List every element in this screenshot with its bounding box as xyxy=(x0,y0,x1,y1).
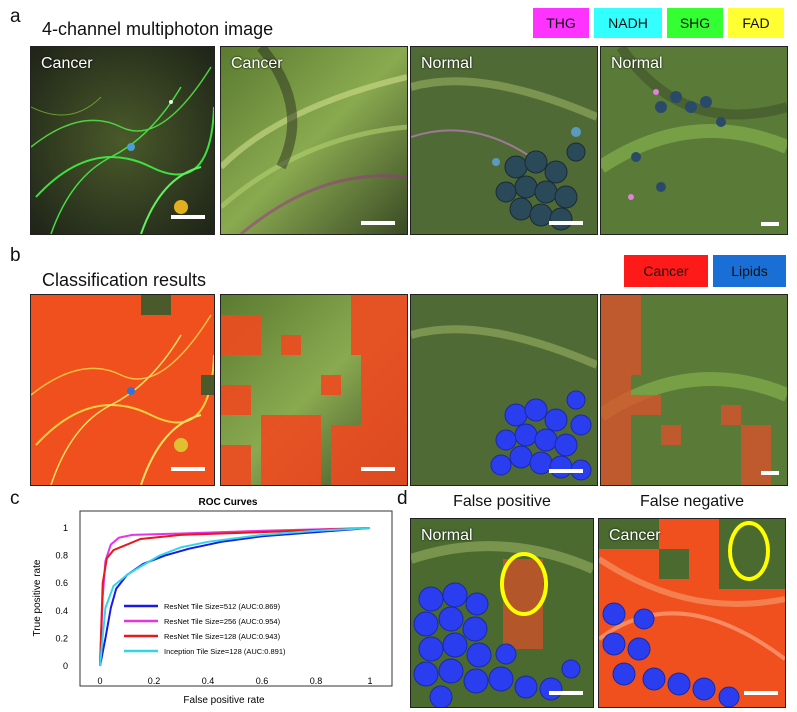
microscopy-image-a3 xyxy=(411,47,597,234)
y-tick-label: 0.4 xyxy=(55,606,68,616)
false-negative-image xyxy=(599,519,785,707)
y-tick-label: 0 xyxy=(63,661,68,671)
panel-letter-b: b xyxy=(10,245,21,266)
legend-shg: SHG xyxy=(667,8,723,38)
legend-shg-label: SHG xyxy=(679,15,711,31)
legend-entry-3: ResNet Tile Size=128 (AUC:0.943) xyxy=(164,632,281,641)
x-tick-label: 0.2 xyxy=(148,676,161,686)
legend-cancer-label: Cancer xyxy=(643,263,689,279)
classification-overlay-b1 xyxy=(31,295,214,485)
scale-bar xyxy=(744,691,778,695)
classification-overlay-b4 xyxy=(601,295,787,485)
microscopy-image-a4 xyxy=(601,47,787,234)
legend-entry-4: Inception Tile Size=128 (AUC:0.891) xyxy=(164,647,286,656)
x-tick-label: 0.6 xyxy=(256,676,269,686)
y-tick-label: 0.6 xyxy=(55,578,68,588)
classified-tile-b3 xyxy=(410,294,598,486)
panel-letter-d: d xyxy=(397,488,408,509)
legend-fad: FAD xyxy=(728,8,784,38)
false-negative-tile: Cancer xyxy=(598,518,786,708)
chart-title: ROC Curves xyxy=(199,497,258,508)
scale-bar xyxy=(549,691,583,695)
y-axis-label: True positive rate xyxy=(32,559,43,636)
legend-lipids-label: Lipids xyxy=(731,263,768,279)
microscopy-image-a1 xyxy=(31,47,214,234)
false-positive-title: False positive xyxy=(453,493,551,510)
panel-b-title: Classification results xyxy=(42,270,207,290)
scale-bar xyxy=(761,471,779,475)
y-tick-label: 0.8 xyxy=(55,551,68,561)
legend-entry-2: ResNet Tile Size=256 (AUC:0.954) xyxy=(164,617,281,626)
classified-tile-b4 xyxy=(600,294,788,486)
image-tile-a4: Normal xyxy=(600,46,788,235)
panel-a-title: 4-channel multiphoton image xyxy=(42,19,274,39)
x-tick-label: 1 xyxy=(367,676,372,686)
tile-label-a4: Normal xyxy=(611,55,663,72)
roc-series-line-4 xyxy=(99,527,371,667)
image-tile-a2: Cancer xyxy=(220,46,408,235)
panel-letter-c: c xyxy=(10,488,20,509)
legend-thg-label: THG xyxy=(546,15,576,31)
scale-bar xyxy=(549,469,583,473)
legend-fad-label: FAD xyxy=(742,15,770,31)
legend-entry-1: ResNet Tile Size=512 (AUC:0.869) xyxy=(164,602,281,611)
scale-bar xyxy=(361,221,395,225)
scale-bar xyxy=(549,221,583,225)
classified-tile-b2 xyxy=(220,294,408,486)
image-tile-a1: Cancer xyxy=(30,46,215,235)
false-positive-tile: Normal xyxy=(410,518,594,708)
highlight-ellipse xyxy=(500,552,548,616)
scale-bar xyxy=(761,222,779,226)
classification-overlay-b2 xyxy=(221,295,407,485)
tile-label-a1: Cancer xyxy=(41,55,93,72)
scale-bar xyxy=(361,467,395,471)
tile-label-d1: Normal xyxy=(421,527,473,544)
image-tile-a3: Normal xyxy=(410,46,598,235)
x-tick-label: 0.8 xyxy=(310,676,323,686)
y-tick-label: 0.2 xyxy=(55,633,68,643)
y-tick-label: 1 xyxy=(63,523,68,533)
legend-nadh: NADH xyxy=(594,8,662,38)
highlight-ellipse xyxy=(728,521,770,581)
classified-tile-b1 xyxy=(30,294,215,486)
x-tick-label: 0.4 xyxy=(202,676,215,686)
legend-lipids: Lipids xyxy=(713,255,786,287)
legend-thg: THG xyxy=(533,8,589,38)
roc-chart: ROC Curves 0 0.2 0.4 0.6 0.8 1 0 0.2 0.4 0.6 0.8 1… xyxy=(32,497,393,706)
tile-label-a3: Normal xyxy=(421,55,473,72)
tile-label-d2: Cancer xyxy=(609,527,661,544)
scale-bar xyxy=(171,215,205,219)
classification-overlay-b3 xyxy=(411,295,597,485)
x-tick-label: 0 xyxy=(97,676,102,686)
false-positive-image xyxy=(411,519,593,707)
roc-series-line-3 xyxy=(99,527,371,667)
scale-bar xyxy=(171,467,205,471)
tile-label-a2: Cancer xyxy=(231,55,283,72)
legend-nadh-label: NADH xyxy=(608,15,648,31)
legend-cancer: Cancer xyxy=(624,255,708,287)
false-negative-title: False negative xyxy=(639,493,745,510)
x-axis-label: False positive rate xyxy=(183,695,265,706)
panel-letter-a: a xyxy=(10,6,21,27)
microscopy-image-a2 xyxy=(221,47,407,234)
